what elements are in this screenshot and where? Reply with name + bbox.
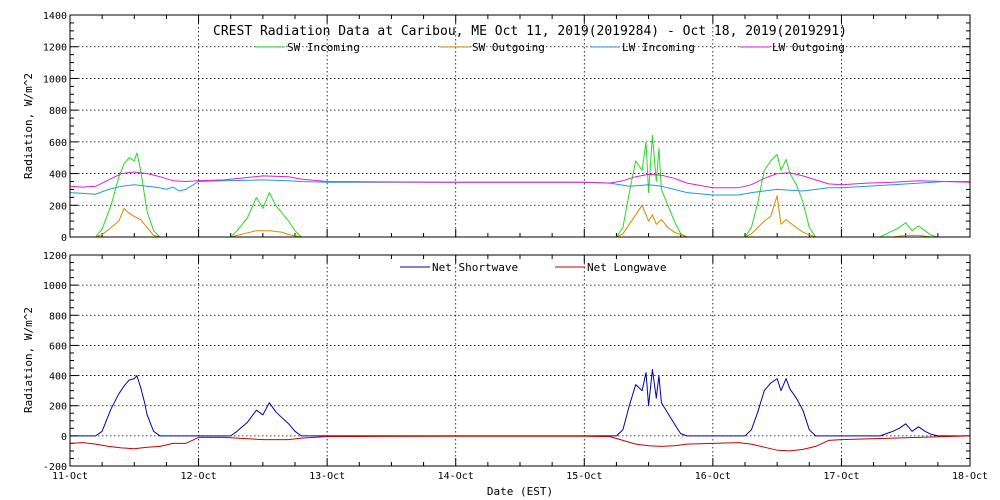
x-tick-label: 13-Oct <box>309 471 345 482</box>
y-tick-label: 0 <box>61 432 67 443</box>
y-tick-label: 0 <box>61 233 67 244</box>
series-line-lw-outgoing <box>69 171 971 189</box>
bottom-panel-grid <box>70 255 970 466</box>
y-tick-label: 800 <box>49 106 67 117</box>
top-panel-legend: SW Incoming SW Outgoing LW Incoming LW Outg… <box>255 41 845 54</box>
bottom-panel: -200 0 200 400 600 800 1000 1200 11-Oct 12-Oct 13-… <box>22 251 988 498</box>
top-panel-frame <box>69 14 971 238</box>
x-tick-label: 17-Oct <box>823 471 859 482</box>
y-tick-label: 1400 <box>43 11 67 22</box>
top-panel-grid <box>70 15 970 237</box>
y-tick-label: 800 <box>49 311 67 322</box>
x-tick-label: 12-Oct <box>181 471 217 482</box>
legend-entry: Net Longwave <box>587 261 666 274</box>
x-tick-label: 11-Oct <box>52 471 88 482</box>
y-tick-label: -200 <box>43 462 67 473</box>
series-line-sw-outgoing <box>70 195 970 238</box>
y-tick-label: 200 <box>49 402 67 413</box>
x-tick-label: 16-Oct <box>695 471 731 482</box>
y-tick-label: 1200 <box>43 43 67 54</box>
bottom-panel-legend: Net Shortwave Net Longwave <box>400 261 666 274</box>
legend-entry: LW Incoming <box>622 41 695 54</box>
y-tick-label: 600 <box>49 138 67 149</box>
legend-entry: Net Shortwave <box>432 261 518 274</box>
x-tick-label: 18-Oct <box>952 471 988 482</box>
top-panel: 0 200 400 600 800 1000 1200 1400 CREST Radiatio… <box>22 11 971 244</box>
bottom-y-axis-label: Radiation, W/m^2 <box>22 307 35 413</box>
legend-entry: SW Outgoing <box>472 41 545 54</box>
bottom-panel-series <box>69 369 971 452</box>
y-tick-label: 1000 <box>43 74 67 85</box>
bottom-panel-ticks: -200 0 200 400 600 800 1000 1200 11-Oct 12-Oct 13-… <box>43 251 988 482</box>
y-tick-label: 600 <box>49 341 67 352</box>
legend-entry: SW Incoming <box>287 41 360 54</box>
y-tick-label: 1000 <box>43 281 67 292</box>
y-tick-label: 400 <box>49 170 67 181</box>
bottom-panel-frame <box>69 254 971 467</box>
x-tick-label: 14-Oct <box>438 471 474 482</box>
chart-title: CREST Radiation Data at Caribou, ME Oct … <box>213 24 847 39</box>
x-tick-label: 15-Oct <box>566 471 602 482</box>
x-axis-label: Date (EST) <box>487 485 553 498</box>
legend-entry: LW Outgoing <box>772 41 845 54</box>
y-tick-label: 200 <box>49 201 67 212</box>
series-line-net-longwave <box>69 435 971 452</box>
top-y-axis-label: Radiation, W/m^2 <box>22 73 35 179</box>
y-tick-label: 400 <box>49 372 67 383</box>
y-tick-label: 1200 <box>43 251 67 262</box>
series-line-net-shortwave <box>70 369 970 437</box>
